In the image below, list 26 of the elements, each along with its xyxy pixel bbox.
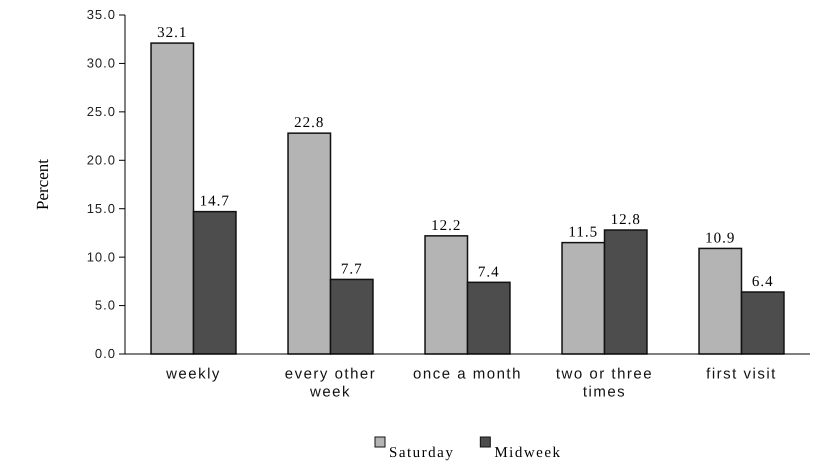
data-label: 22.8: [294, 115, 324, 132]
data-label: 12.2: [431, 218, 462, 234]
data-label: 14.7: [200, 194, 230, 210]
y-axis-title: Percent: [33, 158, 52, 210]
x-tick-label: weekly: [165, 366, 221, 383]
x-tick-label: once a month: [413, 366, 522, 383]
y-tick-label: 30.0: [86, 56, 116, 71]
y-tick-label: 20.0: [86, 152, 116, 168]
data-label: 10.9: [705, 230, 736, 246]
y-tick-label: 10.0: [86, 249, 116, 264]
x-tick-label: two or three times: [556, 366, 654, 401]
y-tick-label: 35.0: [86, 7, 116, 22]
data-label: 7.7: [340, 261, 363, 278]
data-label: 32.1: [157, 25, 188, 42]
y-tick-label: 25.0: [86, 104, 116, 120]
y-tick-label: 15.0: [86, 200, 116, 216]
data-label: 11.5: [568, 224, 598, 241]
legend-label: Saturday: [389, 445, 454, 461]
data-label: 7.4: [478, 264, 500, 280]
y-tick-label: 5.0: [94, 298, 116, 313]
data-label: 12.8: [610, 212, 641, 228]
y-tick-label: 0.0: [94, 346, 116, 362]
legend-label: Midweek: [494, 445, 562, 461]
data-label: 6.4: [752, 274, 774, 290]
x-tick-label: every other week: [284, 366, 376, 401]
x-tick-label: first visit: [706, 366, 777, 383]
